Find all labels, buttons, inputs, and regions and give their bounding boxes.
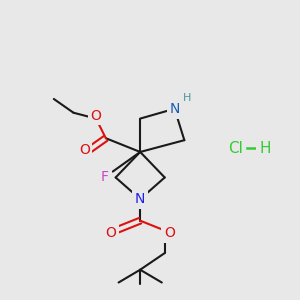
- Text: Cl: Cl: [228, 140, 243, 155]
- Text: N: N: [169, 102, 180, 116]
- Text: O: O: [91, 109, 101, 123]
- Text: F: F: [101, 169, 109, 184]
- Text: H: H: [182, 93, 191, 103]
- Text: O: O: [79, 143, 90, 157]
- Text: N: N: [135, 192, 146, 206]
- Text: H: H: [259, 140, 271, 155]
- Text: O: O: [105, 226, 116, 240]
- Text: O: O: [164, 226, 175, 240]
